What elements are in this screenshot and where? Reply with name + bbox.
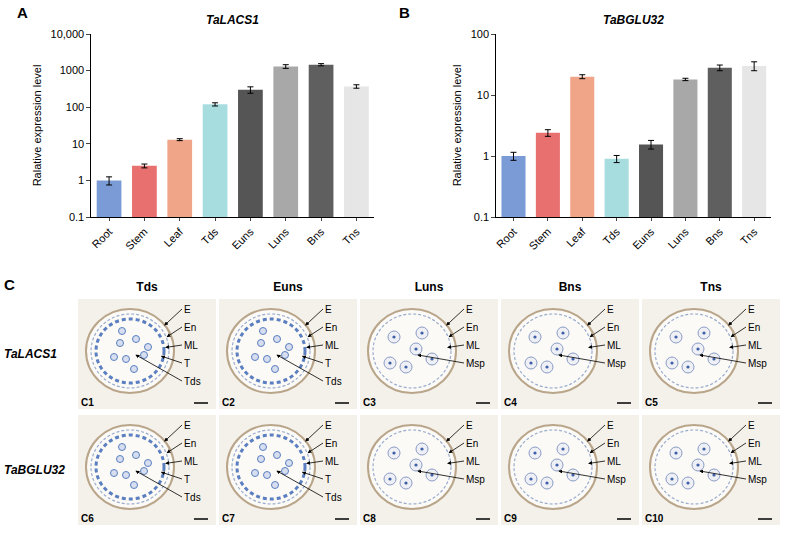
svg-text:ML: ML	[325, 456, 339, 467]
svg-text:Euns: Euns	[630, 225, 657, 252]
svg-text:E: E	[748, 420, 755, 431]
svg-text:Bns: Bns	[304, 225, 326, 247]
svg-text:TaBGLU32: TaBGLU32	[603, 13, 664, 27]
svg-text:E: E	[748, 304, 755, 315]
svg-text:1000: 1000	[60, 64, 84, 76]
svg-text:E: E	[466, 304, 473, 315]
svg-text:100: 100	[66, 101, 84, 113]
svg-text:C3: C3	[363, 397, 376, 408]
svg-text:ML: ML	[184, 340, 198, 351]
svg-text:En: En	[325, 322, 337, 333]
svg-text:Tns: Tns	[738, 225, 760, 247]
svg-text:Msp: Msp	[607, 358, 626, 369]
svg-text:T: T	[184, 358, 190, 369]
svg-text:T: T	[184, 474, 190, 485]
svg-text:Msp: Msp	[466, 358, 485, 369]
svg-text:C8: C8	[363, 513, 376, 524]
svg-text:En: En	[466, 322, 478, 333]
svg-text:Tds: Tds	[325, 492, 342, 503]
svg-text:TaBGLU32: TaBGLU32	[4, 463, 65, 477]
svg-text:Tds: Tds	[184, 376, 201, 387]
svg-text:Luns: Luns	[266, 225, 292, 251]
svg-text:C2: C2	[222, 397, 235, 408]
svg-text:En: En	[607, 322, 619, 333]
svg-text:En: En	[184, 322, 196, 333]
svg-text:Ralative expression level: Ralative expression level	[451, 65, 463, 187]
svg-text:C1: C1	[81, 397, 94, 408]
svg-text:ML: ML	[607, 340, 621, 351]
svg-text:Msp: Msp	[607, 474, 626, 485]
svg-text:T: T	[325, 474, 331, 485]
svg-text:E: E	[184, 420, 191, 431]
svg-text:Tds: Tds	[136, 280, 158, 294]
svg-text:10: 10	[72, 138, 84, 150]
svg-text:En: En	[748, 322, 760, 333]
svg-text:Root: Root	[494, 226, 519, 251]
svg-text:C6: C6	[81, 513, 94, 524]
svg-text:C: C	[4, 276, 15, 293]
svg-text:Msp: Msp	[466, 474, 485, 485]
svg-text:Leaf: Leaf	[564, 225, 588, 249]
svg-text:100: 100	[471, 28, 489, 40]
svg-text:Tds: Tds	[325, 376, 342, 387]
svg-text:En: En	[325, 438, 337, 449]
svg-text:Bns: Bns	[559, 280, 582, 294]
svg-text:0.1: 0.1	[474, 211, 489, 223]
svg-text:Msp: Msp	[748, 358, 767, 369]
svg-text:ML: ML	[607, 456, 621, 467]
svg-text:Tds: Tds	[199, 225, 221, 247]
svg-text:En: En	[748, 438, 760, 449]
svg-text:Tds: Tds	[600, 225, 622, 247]
svg-text:En: En	[184, 438, 196, 449]
svg-text:C10: C10	[645, 513, 664, 524]
svg-text:Tds: Tds	[184, 492, 201, 503]
svg-text:E: E	[325, 420, 332, 431]
svg-text:B: B	[399, 4, 410, 21]
svg-text:A: A	[17, 4, 28, 21]
svg-text:Stem: Stem	[123, 226, 150, 253]
svg-text:C4: C4	[504, 397, 517, 408]
svg-text:Leaf: Leaf	[161, 225, 185, 249]
svg-text:E: E	[325, 304, 332, 315]
svg-text:ML: ML	[748, 456, 762, 467]
svg-text:10,000: 10,000	[51, 28, 85, 40]
svg-text:0.1: 0.1	[69, 211, 84, 223]
svg-text:T: T	[325, 358, 331, 369]
svg-text:Root: Root	[89, 226, 114, 251]
svg-text:Tns: Tns	[700, 280, 722, 294]
svg-text:ML: ML	[184, 456, 198, 467]
svg-text:En: En	[466, 438, 478, 449]
svg-text:1: 1	[78, 174, 84, 186]
svg-text:Stem: Stem	[527, 226, 554, 253]
svg-text:E: E	[607, 304, 614, 315]
svg-text:1: 1	[483, 150, 489, 162]
svg-text:Tns: Tns	[340, 225, 362, 247]
svg-text:ML: ML	[325, 340, 339, 351]
svg-text:Ralative expression level: Ralative expression level	[31, 65, 43, 187]
svg-text:C7: C7	[222, 513, 235, 524]
svg-text:ML: ML	[466, 456, 480, 467]
svg-text:Luns: Luns	[415, 280, 444, 294]
svg-text:10: 10	[477, 89, 489, 101]
svg-text:Bns: Bns	[703, 225, 725, 247]
svg-text:E: E	[184, 304, 191, 315]
svg-text:En: En	[607, 438, 619, 449]
svg-text:ML: ML	[748, 340, 762, 351]
svg-text:E: E	[466, 420, 473, 431]
svg-text:C9: C9	[504, 513, 517, 524]
svg-text:TaLACS1: TaLACS1	[206, 13, 259, 27]
svg-text:Euns: Euns	[229, 225, 256, 252]
svg-text:TaLACS1: TaLACS1	[4, 347, 57, 361]
svg-text:Euns: Euns	[273, 280, 303, 294]
svg-text:C5: C5	[645, 397, 658, 408]
svg-text:Luns: Luns	[665, 225, 691, 251]
svg-text:ML: ML	[466, 340, 480, 351]
svg-text:Msp: Msp	[748, 474, 767, 485]
svg-text:E: E	[607, 420, 614, 431]
